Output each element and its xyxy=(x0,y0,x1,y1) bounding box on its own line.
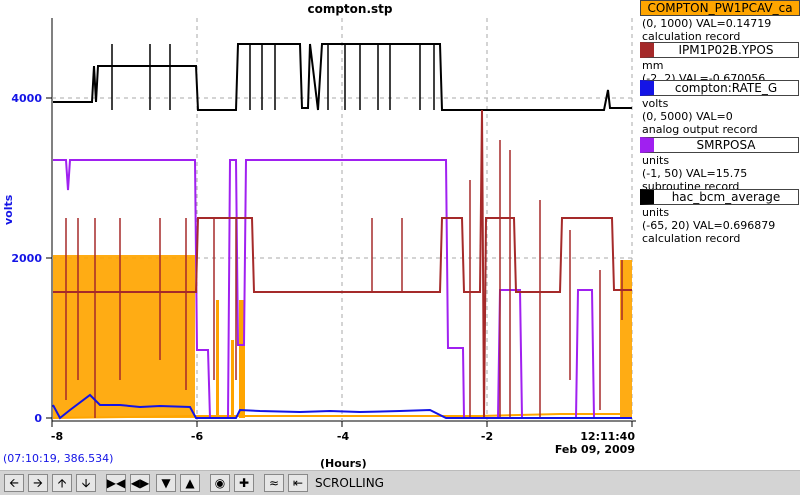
zoom-out-vertical-icon[interactable]: ▲ xyxy=(180,474,200,492)
y-tick-4000: 4000 xyxy=(11,92,42,105)
trace-ipm1p02b-ypos xyxy=(53,109,632,419)
x-axis-label: (Hours) xyxy=(320,457,367,470)
legend-name-compton-rate-g[interactable]: compton:RATE_G xyxy=(640,80,799,96)
trace-hac-bcm-average xyxy=(53,43,632,111)
x-tick-minus-4: -4 xyxy=(336,430,350,443)
toolbar: 🡨 🡪 🡩 🡫 ▶◀ ◀▶ ▼ ▲ ◉ ✚ ≈ ⇤ SCROLLING xyxy=(0,470,800,495)
trace-compton-pw1pcav xyxy=(52,255,632,419)
record-icon[interactable]: ◉ xyxy=(210,474,230,492)
x-tick-minus-8: -8 xyxy=(50,430,64,443)
tick-marks xyxy=(46,97,633,427)
trace-compton-rate-g xyxy=(52,393,632,420)
time-now-label: 12:11:40 xyxy=(580,430,635,443)
arrow-down-icon[interactable]: 🡫 xyxy=(76,474,96,492)
cursor-readout: (07:10:19, 386.534) xyxy=(3,452,114,465)
legend-units-hac-bcm-average: units xyxy=(642,206,670,219)
legend-name-ipm1p02b-ypos[interactable]: IPM1P02B.YPOS xyxy=(640,42,799,58)
legend-units-smrposa: units xyxy=(642,154,670,167)
zoom-out-horizontal-icon[interactable]: ◀▶ xyxy=(130,474,150,492)
scroll-mode-label: SCROLLING xyxy=(315,476,384,490)
legend-type-compton-pw1pcav: calculation record xyxy=(642,30,741,43)
legend-range-compton-pw1pcav: (0, 1000) VAL=0.14719 xyxy=(642,17,772,30)
legend-range-hac-bcm-average: (-65, 20) VAL=0.696879 xyxy=(642,219,776,232)
arrow-up-icon[interactable]: 🡩 xyxy=(52,474,72,492)
arrow-right-icon[interactable]: 🡪 xyxy=(28,474,48,492)
zoom-in-vertical-icon[interactable]: ▼ xyxy=(156,474,176,492)
trace-ipm1p02b-spikes xyxy=(65,140,623,418)
x-tick-minus-2: -2 xyxy=(480,430,494,443)
legend-units-compton-rate-g: volts xyxy=(642,97,669,110)
scroll-mode-icon[interactable]: ⇤ xyxy=(288,474,308,492)
zoom-in-horizontal-icon[interactable]: ▶◀ xyxy=(106,474,126,492)
plus-icon[interactable]: ✚ xyxy=(234,474,254,492)
y-tick-2000: 2000 xyxy=(11,252,42,265)
legend-name-smrposa[interactable]: SMRPOSA xyxy=(640,137,799,153)
legend-name-hac-bcm-average[interactable]: hac_bcm_average xyxy=(640,189,799,205)
plot-title: compton.stp xyxy=(307,2,393,16)
legend-range-smrposa: (-1, 50) VAL=15.75 xyxy=(642,167,748,180)
legend-range-compton-rate-g: (0, 5000) VAL=0 xyxy=(642,110,733,123)
time-date-label: Feb 09, 2009 xyxy=(554,443,635,456)
legend-type-hac-bcm-average: calculation record xyxy=(642,232,741,245)
autoscale-icon[interactable]: ≈ xyxy=(264,474,284,492)
legend-type-compton-rate-g: analog output record xyxy=(642,123,758,136)
trace-hac-bcm-spikes xyxy=(111,44,435,110)
y-tick-0: 0 xyxy=(34,412,42,425)
strip-chart-plot[interactable] xyxy=(0,0,640,440)
x-tick-minus-6: -6 xyxy=(190,430,204,443)
legend-units-ipm1p02b-ypos: mm xyxy=(642,59,664,72)
arrow-left-icon[interactable]: 🡨 xyxy=(4,474,24,492)
legend-name-compton-pw1pcav[interactable]: COMPTON_PW1PCAV_ca xyxy=(640,0,800,16)
